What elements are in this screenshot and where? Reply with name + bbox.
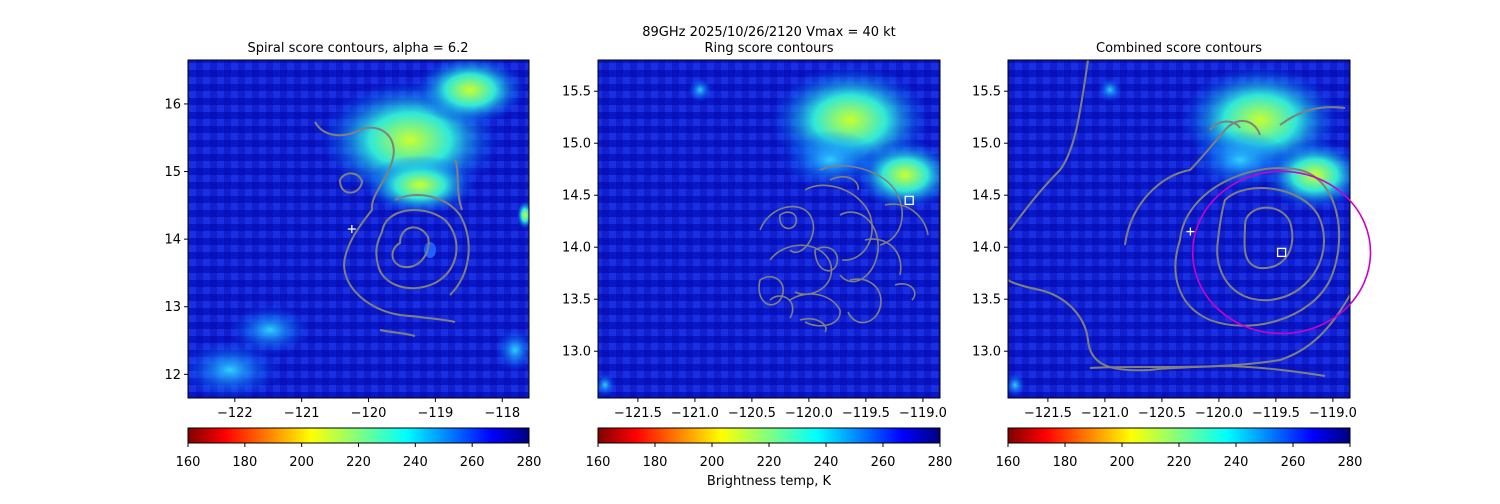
y-tick-label: 13 [164,300,181,315]
x-tick-label: −121.5 [1024,406,1072,421]
fit-circle [1191,170,1372,335]
x-tick-label: −121.0 [671,406,719,421]
ring-y-axis: 13.0 13.5 14.0 14.5 15.0 15.5 [562,85,598,360]
fit-circle-ring [1191,170,1372,335]
y-tick-label: 14.5 [972,189,1001,204]
combined-axes-frame [1007,59,1351,399]
y-tick-label: 14.0 [972,241,1001,256]
y-tick-label: 16 [164,97,181,112]
x-tick-label: −121.0 [1081,406,1129,421]
colorbar-tick-label: 180 [232,455,257,470]
colorbar-tick-label: 260 [871,455,896,470]
spiral-markers [347,225,356,233]
colorbar-tick-label: 200 [289,455,314,470]
colorbar-tick-label: 280 [517,455,542,470]
colorbar-tick-label: 200 [1110,455,1135,470]
figure-suptitle: 89GHz 2025/10/26/2120 Vmax = 40 kt [642,25,896,40]
x-tick-label: −120.0 [785,406,833,421]
colorbar-tick-label: 200 [700,455,725,470]
ring-contours [758,164,929,333]
colorbar-tick-label: 260 [460,455,485,470]
x-tick-label: −120.0 [1195,406,1243,421]
x-tick-label: −122 [217,406,253,421]
combined-y-axis: 13.0 13.5 14.0 14.5 15.0 15.5 [972,85,1008,360]
ring-x-axis: −121.5 −121.0 −120.5 −120.0 −119.5 −119.0 [614,398,947,421]
colorbar-1: 160 180 200 220 240 260 280 [176,427,542,470]
spiral-heatmap [188,60,529,398]
colorbar-3: 160 180 200 220 240 260 280 [996,427,1363,470]
colorbar-tick-label: 240 [403,455,428,470]
y-tick-label: 14 [164,233,181,248]
combined-heatmap [1008,60,1350,398]
y-tick-label: 15.5 [972,85,1001,100]
x-tick-label: −120.5 [1138,406,1186,421]
x-tick-label: −119.5 [1252,406,1300,421]
y-tick-label: 15.0 [972,137,1001,152]
spiral-panel-title: Spiral score contours, alpha = 6.2 [247,41,468,56]
combined-x-axis: −121.5 −121.0 −120.5 −120.0 −119.5 −119.0 [1024,398,1357,421]
ring-heatmap [598,60,940,398]
x-tick-label: −121 [284,406,320,421]
x-tick-label: −119.5 [842,406,890,421]
y-tick-label: 13.5 [972,293,1001,308]
combined-contours [1008,60,1350,377]
colorbar-tick-label: 280 [1338,455,1363,470]
colorbar-tick-label: 220 [346,455,371,470]
x-tick-label: −118 [484,406,520,421]
colorbar-tick-label: 240 [814,455,839,470]
y-tick-label: 13.0 [972,345,1001,360]
spiral-y-axis: 12 13 14 15 16 [164,97,188,383]
x-tick-label: −119 [418,406,454,421]
square-marker [1276,247,1287,258]
spiral-panel: Spiral score contours, alpha = 6.2 [164,41,530,421]
x-tick-label: −121.5 [614,406,662,421]
y-tick-label: 15 [164,165,181,180]
spiral-contours [314,121,470,337]
x-tick-label: −119.0 [1309,406,1357,421]
y-tick-label: 12 [164,368,181,383]
colorbar-tick-label: 180 [643,455,668,470]
y-tick-label: 15.5 [562,85,591,100]
y-tick-label: 14.0 [562,241,591,256]
colorbar-tick-label: 240 [1224,455,1249,470]
x-tick-label: −119.0 [899,406,947,421]
spiral-x-axis: −122 −121 −120 −119 −118 [217,398,520,421]
colorbar-tick-label: 280 [928,455,953,470]
colorbar-tick-label: 260 [1281,455,1306,470]
ring-panel-title: Ring score contours [704,41,833,56]
colorbar-2: 160 180 200 220 240 260 280 [586,427,953,470]
colorbar-tick-label: 180 [1053,455,1078,470]
ring-axes-frame [597,59,941,399]
colorbar-tick-label: 160 [586,455,611,470]
y-tick-label: 13.0 [562,345,591,360]
ring-markers [904,195,914,206]
colorbar-tick-label: 160 [176,455,201,470]
combined-panel: Combined score contours −121.5 −121 [972,41,1372,421]
y-tick-label: 15.0 [562,137,591,152]
spiral-axes-frame [187,59,530,399]
ring-panel: Ring score contours [562,41,947,421]
combined-markers [1186,227,1287,258]
colorbar-tick-label: 220 [1167,455,1192,470]
colorbar-tick-label: 160 [996,455,1021,470]
y-tick-label: 14.5 [562,189,591,204]
combined-panel-title: Combined score contours [1096,41,1262,56]
colorbar-tick-label: 220 [757,455,782,470]
x-tick-label: −120.5 [728,406,776,421]
y-tick-label: 13.5 [562,293,591,308]
colorbar-label: Brightness temp, K [707,474,832,489]
square-marker [904,195,914,206]
x-tick-label: −120 [351,406,387,421]
